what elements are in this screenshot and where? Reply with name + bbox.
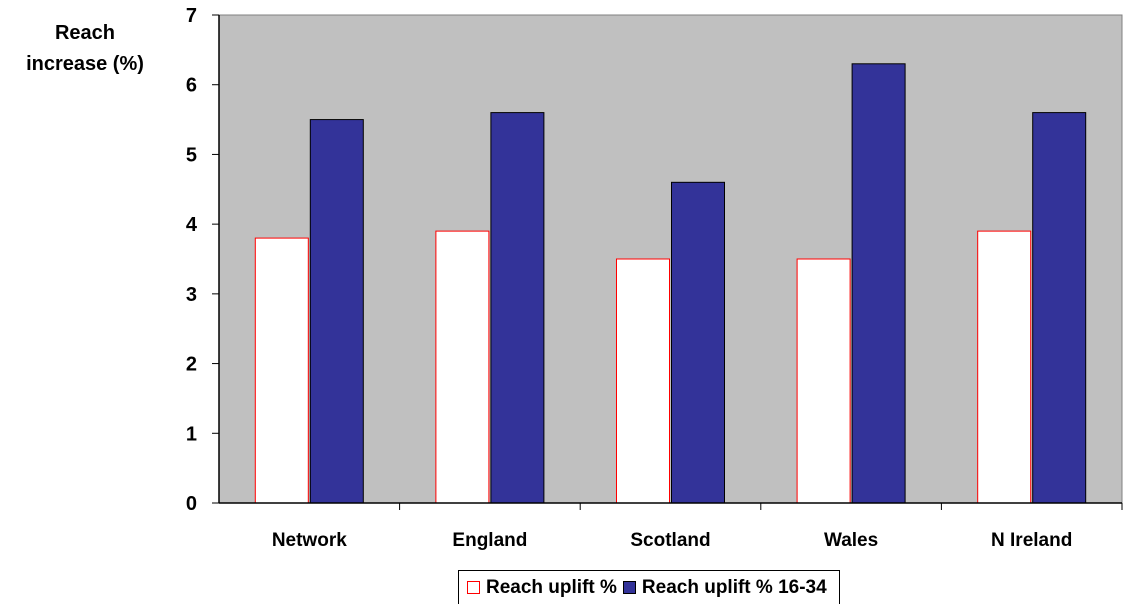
bar-series-1-wales [796, 258, 851, 504]
y-axis-label-line-1: Reach [54, 22, 116, 44]
bar-series-2-network [309, 119, 364, 504]
x-tick-label-network: Network [272, 530, 347, 551]
x-tick-label-n-ireland: N Ireland [991, 530, 1072, 551]
bar-series-1-scotland [616, 258, 670, 504]
y-tick-label-1: 1 [186, 423, 197, 445]
x-tick-label-england: England [452, 530, 527, 551]
y-tick-label-6: 6 [186, 75, 197, 97]
legend-swatch-series-2 [622, 581, 636, 594]
bar-chart: Network England Scotland Wales N Ireland 0 1 2 3… [186, 5, 1123, 551]
y-tick-label-3: 3 [186, 284, 197, 306]
bar-series-1-england [435, 230, 490, 504]
bar-series-2-wales [851, 63, 906, 504]
y-tick-label-7: 7 [186, 5, 197, 27]
bar-series-1-n-ireland [977, 230, 1032, 504]
x-tick-label-scotland: Scotland [630, 530, 710, 551]
legend-item-series-1: Reach uplift % [467, 577, 617, 599]
legend: Reach uplift % Reach uplift % 16-34 [458, 570, 840, 604]
bar-series-2-england [490, 112, 545, 504]
bar-series-1-network [254, 237, 309, 504]
y-axis-label: Reach increase (%) [10, 18, 160, 80]
plot-area [218, 14, 1123, 504]
legend-item-series-2: Reach uplift % 16-34 [622, 576, 827, 599]
y-axis-label-line-2: increase (%) [26, 53, 144, 75]
bar-series-2-scotland [671, 181, 725, 504]
y-tick-label-2: 2 [186, 354, 197, 376]
bar-series-2-n-ireland [1032, 112, 1087, 504]
legend-label-series-1: Reach uplift % [486, 576, 617, 598]
legend-swatch-series-1 [467, 581, 480, 594]
y-tick-label-5: 5 [186, 144, 197, 166]
x-tick-label-wales: Wales [824, 530, 878, 551]
y-tick-label-0: 0 [186, 493, 197, 515]
legend-label-series-2: Reach uplift % 16-34 [641, 576, 827, 598]
y-tick-label-4: 4 [186, 214, 198, 236]
